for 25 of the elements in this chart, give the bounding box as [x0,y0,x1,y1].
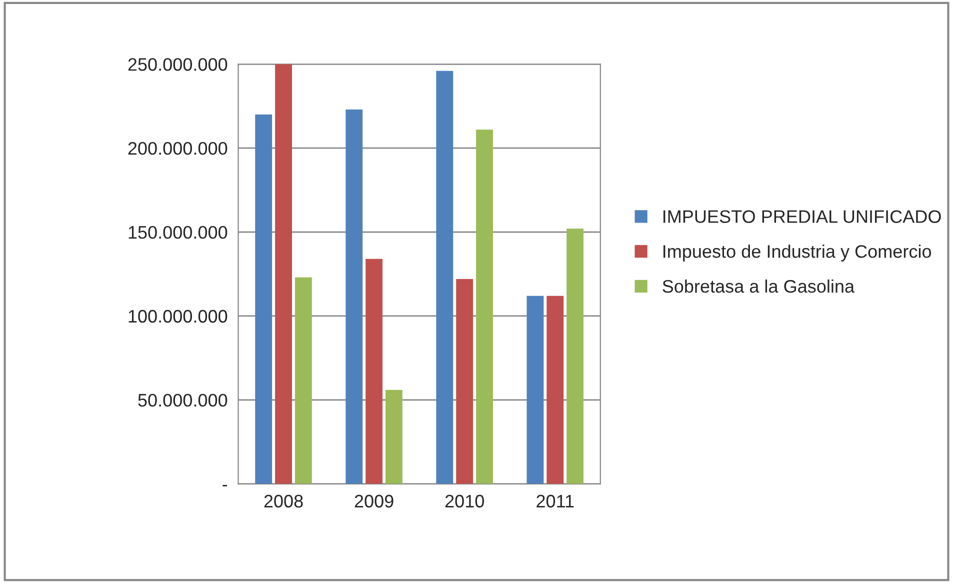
bar [294,277,312,484]
bar [526,296,544,484]
y-tick-label: 250.000.000 [128,58,228,71]
y-tick-label: 100.000.000 [128,310,228,323]
x-tick-label: 2008 [264,494,303,508]
y-tick-label: - [222,484,228,486]
y-tick-label: 50.000.000 [138,394,228,407]
bar [436,70,454,484]
bar [255,114,272,484]
bar [476,130,493,484]
legend-label: Impuesto de Industria y Comercio [664,244,932,262]
bar [275,64,292,484]
bar [546,296,564,484]
bar [566,228,584,484]
y-tick-label: 150.000.000 [128,226,228,239]
bar [366,258,383,484]
bar [346,109,363,484]
x-tick-label: 2010 [445,494,484,508]
x-tick-label: 2009 [354,494,394,508]
bar [456,279,474,484]
legend-label: IMPUESTO PREDIAL UNIFICADO [664,210,941,223]
x-tick-label: 2011 [536,494,574,508]
legend-label: Sobretasa a la Gasolina [662,279,855,293]
y-tick-label: 200.000.000 [128,142,228,155]
bar [386,390,402,484]
